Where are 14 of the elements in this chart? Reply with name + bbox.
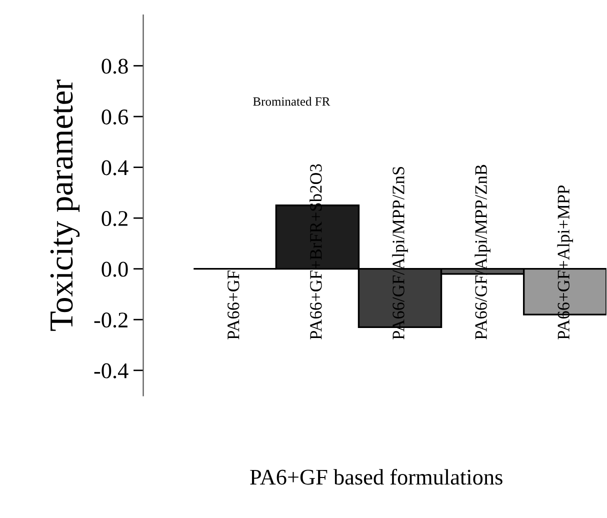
- y-axis-title: Toxicity parameter: [50, 80, 80, 331]
- x-axis-title: PA6+GF based formulations: [250, 468, 502, 485]
- y-tick-label: 0.8: [102, 58, 128, 74]
- y-tick-label: -0.2: [94, 312, 128, 328]
- x-tick-label: PA66/GF/Alpi/MPP/ZnB: [474, 164, 490, 340]
- y-tick-label: 0.4: [102, 160, 128, 176]
- x-tick-label: PA66/GF/Alpi/MPP/ZnS: [392, 166, 408, 340]
- x-tick-label: PA66+GF+Alpi+MPP: [557, 185, 573, 340]
- y-tick-label: 0.0: [102, 262, 128, 277]
- y-tick-label: -0.4: [94, 363, 128, 378]
- y-tick-label: 0.6: [102, 109, 128, 125]
- x-tick-label: PA66+GF: [228, 270, 240, 340]
- annotation: Brominated FR: [253, 96, 330, 106]
- y-tick-label: 0.2: [102, 211, 128, 226]
